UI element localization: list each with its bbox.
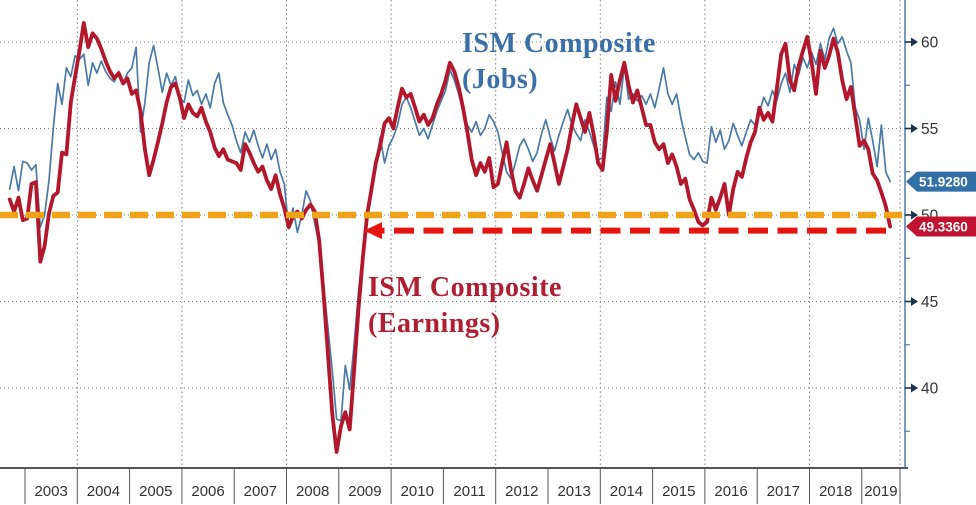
- y-tick-arrow-icon: [911, 297, 918, 306]
- y-tick-label: 45: [921, 294, 938, 311]
- x-tick-label: 2008: [296, 483, 329, 500]
- x-tick-label: 2018: [819, 483, 852, 500]
- badge-value: 51.9280: [919, 175, 968, 190]
- red-dashed-arrow: [364, 222, 886, 240]
- y-tick-arrow-icon: [911, 383, 918, 393]
- x-tick-label: 2019: [864, 483, 897, 500]
- x-tick-label: 2006: [191, 483, 224, 500]
- x-tick-label: 2014: [610, 483, 643, 500]
- x-tick-label: 2003: [34, 483, 67, 500]
- y-tick-label: 40: [921, 381, 939, 398]
- x-tick-label: 2013: [557, 483, 590, 500]
- y-tick-arrow-icon: [911, 210, 918, 220]
- x-tick-label: 2004: [87, 483, 120, 500]
- x-tick-label: 2009: [348, 483, 381, 500]
- x-tick-label: 2007: [244, 483, 277, 500]
- y-tick-label: 60: [921, 35, 939, 52]
- x-axis: 2003 2004 2005 2006 2007 2008 2009 2010 2011 2012…: [0, 467, 908, 504]
- jobs-price-badge: 51.9280: [906, 171, 976, 192]
- x-tick-label: 2015: [662, 483, 695, 500]
- red-arrow-head-icon: [364, 222, 382, 240]
- vertical-gridlines: [76, 0, 901, 468]
- y-tick-label: 55: [921, 121, 938, 138]
- x-tick-label: 2017: [767, 483, 800, 500]
- y-tick-arrow-icon: [911, 37, 918, 47]
- earnings-price-badge: 49.3360: [906, 216, 976, 237]
- badge-shape: [906, 171, 976, 192]
- x-tick-label: 2016: [714, 483, 747, 500]
- y-tick-arrow-icon: [911, 124, 918, 133]
- jobs-series-line: [8, 27, 891, 422]
- x-tick-label: 2012: [505, 483, 538, 500]
- x-tick-label: 2005: [139, 483, 172, 500]
- x-tick-label: 2010: [401, 483, 434, 500]
- badge-shape: [906, 216, 976, 237]
- badge-value: 49.3360: [919, 219, 968, 234]
- x-tick-label: 2011: [453, 483, 485, 500]
- earnings-series-line: [7, 21, 892, 454]
